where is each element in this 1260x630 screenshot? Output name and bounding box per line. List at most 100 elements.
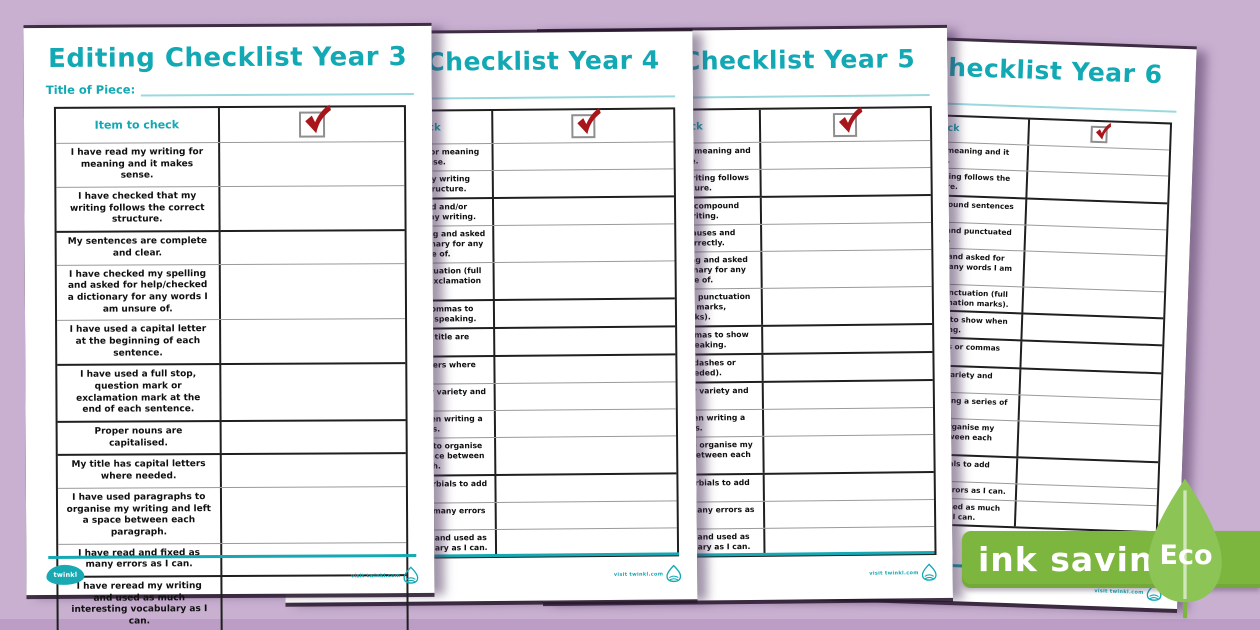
- checklist-row: I have used a capital letter at the begi…: [57, 319, 406, 367]
- check-cell: [762, 196, 931, 224]
- title-of-piece-line: [141, 82, 414, 97]
- check-cell: [762, 223, 931, 251]
- eco-label: Eco: [1159, 540, 1213, 571]
- title-of-piece-row: Title of Piece:: [46, 81, 414, 97]
- checklist-row: I have checked that my writing follows t…: [56, 186, 405, 234]
- check-cell: [1026, 199, 1167, 229]
- checklist-page-year-4: Editing Checklist Year 4 Title of Piece:…: [280, 31, 698, 603]
- check-cell: [496, 474, 676, 502]
- check-cell: [1019, 395, 1160, 425]
- footer-right: visit twinkl.com: [351, 566, 419, 585]
- checklist-page-year-5: Editing Checklist Year 5 Title of Piece:…: [537, 27, 953, 603]
- check-cell: [496, 409, 676, 437]
- checklist-row: I have used paragraphs to organise my wr…: [57, 486, 407, 545]
- check-cell: [221, 455, 406, 487]
- table-header-row: Item to check: [569, 106, 931, 145]
- check-cell: [1017, 458, 1158, 488]
- item-text: I have used a full stop, question mark o…: [57, 365, 222, 421]
- page-title: Editing Checklist Year 3: [48, 42, 408, 74]
- item-text: I have used a capital letter at the begi…: [57, 320, 221, 365]
- check-cell: [493, 142, 673, 170]
- footer-url: visit twinkl.com: [613, 570, 664, 578]
- footer-url: visit twinkl.com: [869, 569, 919, 577]
- check-cell: [1022, 315, 1163, 345]
- check-cell: [221, 421, 406, 453]
- check-cell: [1018, 422, 1160, 462]
- item-text: I have reread my writing and used as muc…: [58, 576, 223, 630]
- check-cell: [762, 250, 932, 288]
- footer-url: visit twinkl.com: [350, 572, 401, 579]
- checklist-page-year-3: Editing Checklist Year 3 Title of Piece:…: [23, 25, 435, 630]
- checkbox: [833, 106, 863, 138]
- checklist-row: I have checked my spelling and asked for…: [56, 263, 406, 322]
- check-cell: [764, 381, 933, 409]
- check-cell: [495, 261, 675, 299]
- check-cell: [221, 319, 406, 363]
- check-cell: [1028, 146, 1169, 176]
- check-cell: [494, 197, 674, 225]
- twinkl-logo-label: twinkl: [53, 570, 78, 579]
- check-column-header: [219, 104, 404, 142]
- red-tick-icon: [1095, 123, 1112, 140]
- footer-leaf-icon: [666, 564, 682, 583]
- footer-leaf-icon: [403, 566, 419, 584]
- item-text: I have checked my spelling and asked for…: [56, 264, 221, 321]
- check-cell: [221, 487, 406, 543]
- check-cell: [763, 287, 933, 325]
- ink-saving-label: ink saving: [978, 540, 1179, 579]
- check-cell: [220, 142, 405, 186]
- check-cell: [765, 500, 934, 528]
- check-column-header: [1029, 120, 1170, 150]
- background-strip: [0, 619, 1260, 630]
- title-of-piece-label: Title of Piece:: [45, 82, 136, 97]
- table-header-row: Item to check: [55, 104, 405, 144]
- footer-right: visit twinkl.com: [614, 564, 682, 584]
- check-cell: [495, 355, 675, 383]
- item-text: I have read my writing for meaning and i…: [56, 143, 220, 187]
- item-text: My title has capital letters where neede…: [57, 455, 222, 488]
- check-cell: [764, 408, 933, 436]
- check-cell: [220, 264, 405, 320]
- checklist-row: My title has capital letters where neede…: [57, 454, 406, 489]
- check-cell: [496, 436, 676, 474]
- item-text: I have checked that my writing follows t…: [56, 187, 221, 232]
- twinkl-logo: twinkl: [46, 564, 85, 585]
- check-cell: [495, 327, 675, 355]
- checklist-row: Proper nouns are capitalised.: [57, 421, 406, 457]
- checklist-row: I have read my writing for meaning and i…: [56, 142, 405, 188]
- checklist-row: My sentences are complete and clear.: [56, 231, 405, 266]
- title-of-piece-line: [654, 83, 930, 99]
- footer-url: visit twinkl.com: [1094, 587, 1144, 596]
- check-column-header: [761, 106, 931, 142]
- checkbox: [1090, 123, 1112, 144]
- item-to-check-header: Item to check: [55, 108, 220, 143]
- footer-right: visit twinkl.com: [869, 563, 937, 583]
- check-cell: [495, 299, 675, 327]
- item-text: My sentences are complete and clear.: [56, 232, 221, 265]
- checklist-row: I have used a full stop, question mark o…: [57, 364, 406, 423]
- checkbox: [298, 104, 331, 138]
- title-of-piece-line: [398, 84, 676, 100]
- check-cell: [220, 186, 405, 230]
- check-column-header: [493, 108, 673, 143]
- red-tick-icon: [839, 106, 863, 133]
- footer-leaf-icon: [921, 563, 937, 581]
- checkbox: [571, 108, 601, 139]
- table-header-row: Item to check: [313, 108, 674, 146]
- check-cell: [1025, 225, 1166, 255]
- check-cell: [763, 353, 932, 381]
- check-cell: [494, 169, 674, 197]
- red-tick-icon: [305, 104, 331, 134]
- check-cell: [1024, 251, 1166, 291]
- item-text: Proper nouns are capitalised.: [57, 422, 222, 455]
- check-cell: [761, 141, 930, 169]
- check-cell: [1023, 287, 1164, 317]
- check-cell: [221, 364, 406, 420]
- check-cell: [220, 231, 405, 263]
- check-cell: [1015, 501, 1156, 531]
- item-text: I have used paragraphs to organise my wr…: [57, 487, 222, 544]
- check-cell: [761, 168, 930, 196]
